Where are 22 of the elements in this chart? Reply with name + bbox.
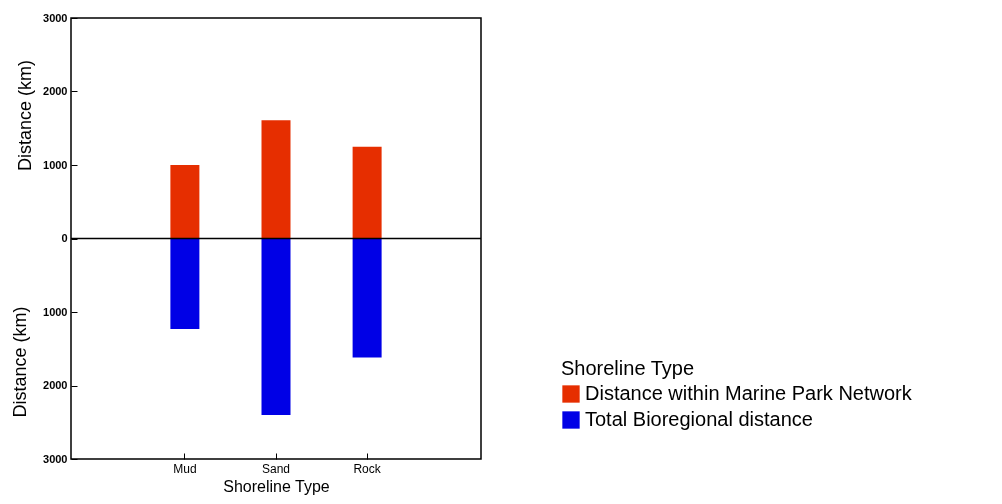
y-tick-label: 3000 [43, 11, 68, 24]
bar [261, 238, 291, 415]
legend-label: Distance within Marine Park Network [585, 382, 913, 404]
bar [170, 165, 200, 239]
y-tick-label: 0 [61, 232, 68, 244]
x-tick-label: Mud [173, 461, 197, 476]
y-tick-label: 1000 [43, 305, 68, 318]
bar [352, 146, 382, 239]
text: Distance (km) [10, 306, 30, 418]
x-axis-title: Shoreline Type [223, 477, 330, 495]
legend-title: Shoreline Type [561, 357, 695, 379]
y-tick-label: 2000 [43, 379, 68, 391]
y-axis-title: Distance (km) [15, 60, 36, 172]
y-tick-label: 3000 [43, 452, 68, 465]
legend-label: Total Bioregional distance [585, 408, 813, 430]
bar [170, 238, 200, 329]
y-tick-label: 2000 [43, 85, 68, 97]
y-tick-label: 1000 [43, 158, 68, 171]
x-tick-label: Rock [353, 461, 382, 476]
bar [261, 120, 291, 239]
bar [352, 238, 382, 358]
x-tick-label: Sand [261, 461, 291, 476]
